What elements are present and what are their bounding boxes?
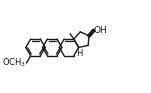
Text: OCH$_3$: OCH$_3$ <box>2 57 26 69</box>
Text: OH: OH <box>94 26 108 35</box>
Text: H: H <box>77 49 83 58</box>
